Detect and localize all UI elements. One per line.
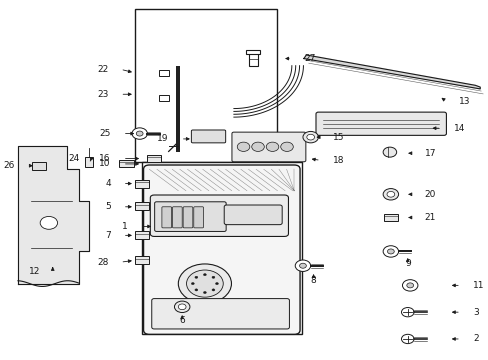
Bar <box>32 162 46 170</box>
FancyBboxPatch shape <box>183 207 192 228</box>
Bar <box>383 213 397 221</box>
Circle shape <box>178 264 231 303</box>
Circle shape <box>195 276 198 278</box>
FancyBboxPatch shape <box>154 202 225 231</box>
Text: 13: 13 <box>458 97 469 106</box>
Text: 18: 18 <box>332 156 344 165</box>
Text: 16: 16 <box>99 154 110 163</box>
Circle shape <box>280 142 293 152</box>
Bar <box>245 50 260 54</box>
Bar <box>146 155 161 162</box>
Circle shape <box>295 260 310 271</box>
Circle shape <box>191 283 194 285</box>
Circle shape <box>383 147 396 157</box>
Text: 22: 22 <box>97 65 108 74</box>
Polygon shape <box>304 55 479 89</box>
Text: 20: 20 <box>424 190 435 199</box>
Text: 28: 28 <box>97 258 108 267</box>
Circle shape <box>383 189 398 200</box>
FancyBboxPatch shape <box>162 207 171 228</box>
FancyBboxPatch shape <box>193 207 203 228</box>
Circle shape <box>136 131 143 136</box>
Circle shape <box>306 134 314 140</box>
FancyBboxPatch shape <box>191 130 225 143</box>
Polygon shape <box>18 146 89 284</box>
Circle shape <box>237 142 249 152</box>
Text: 11: 11 <box>472 281 484 290</box>
Circle shape <box>215 283 218 285</box>
Circle shape <box>401 334 413 343</box>
Circle shape <box>406 283 413 288</box>
Text: 2: 2 <box>472 334 478 343</box>
Text: 21: 21 <box>424 213 435 222</box>
Text: 6: 6 <box>179 315 184 324</box>
Text: 19: 19 <box>157 134 168 143</box>
Circle shape <box>401 307 413 317</box>
Circle shape <box>212 276 214 278</box>
Circle shape <box>212 289 214 291</box>
Bar <box>135 202 149 210</box>
Bar <box>135 231 149 239</box>
Circle shape <box>174 301 189 312</box>
Circle shape <box>178 304 185 310</box>
Text: 4: 4 <box>105 179 110 188</box>
Text: 14: 14 <box>453 124 464 133</box>
Text: 5: 5 <box>105 202 110 211</box>
Text: 24: 24 <box>68 154 79 163</box>
Bar <box>158 95 169 101</box>
FancyBboxPatch shape <box>315 112 446 135</box>
Bar <box>84 157 93 167</box>
FancyBboxPatch shape <box>143 165 300 334</box>
Circle shape <box>195 289 198 291</box>
Text: 3: 3 <box>472 308 478 317</box>
Circle shape <box>386 249 393 254</box>
Text: 26: 26 <box>4 161 15 170</box>
Bar <box>142 162 301 334</box>
Circle shape <box>402 280 417 291</box>
Circle shape <box>386 192 394 197</box>
Circle shape <box>203 292 206 294</box>
Text: 25: 25 <box>99 129 110 138</box>
Circle shape <box>299 263 305 268</box>
Text: 7: 7 <box>105 231 110 240</box>
Circle shape <box>132 128 147 139</box>
Circle shape <box>265 142 278 152</box>
FancyBboxPatch shape <box>172 207 182 228</box>
Text: 1: 1 <box>122 222 127 231</box>
Text: 10: 10 <box>99 159 110 168</box>
Text: 23: 23 <box>97 90 108 99</box>
Bar <box>119 159 134 167</box>
FancyBboxPatch shape <box>231 132 305 162</box>
Text: 9: 9 <box>404 260 410 269</box>
Circle shape <box>251 142 264 152</box>
Text: 12: 12 <box>29 267 41 276</box>
Text: 8: 8 <box>310 275 316 284</box>
Text: 17: 17 <box>424 149 435 158</box>
Text: 15: 15 <box>332 132 344 141</box>
Circle shape <box>303 131 318 143</box>
Bar <box>135 9 277 162</box>
Circle shape <box>383 246 398 257</box>
Bar <box>158 69 169 76</box>
Bar <box>135 256 149 264</box>
FancyBboxPatch shape <box>150 195 288 237</box>
Circle shape <box>203 274 206 276</box>
Text: 27: 27 <box>304 54 315 63</box>
Circle shape <box>186 270 223 297</box>
Circle shape <box>40 216 58 229</box>
Bar <box>135 180 149 188</box>
FancyBboxPatch shape <box>224 205 282 225</box>
FancyBboxPatch shape <box>151 298 289 329</box>
Bar <box>248 51 257 66</box>
